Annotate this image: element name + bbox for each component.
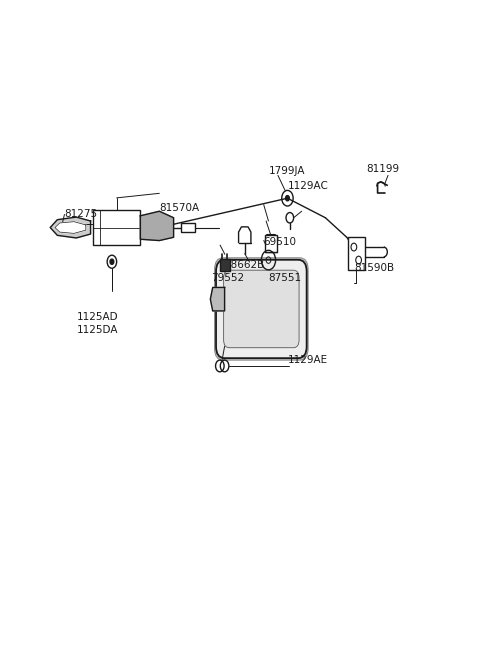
FancyBboxPatch shape xyxy=(93,210,140,246)
Polygon shape xyxy=(210,288,225,311)
FancyBboxPatch shape xyxy=(224,270,299,348)
Text: 1125AD: 1125AD xyxy=(77,312,119,322)
Text: 81590B: 81590B xyxy=(354,263,394,273)
Text: 81275: 81275 xyxy=(64,210,97,219)
Polygon shape xyxy=(140,212,174,240)
Circle shape xyxy=(110,259,114,264)
Polygon shape xyxy=(50,217,91,238)
FancyBboxPatch shape xyxy=(216,260,307,358)
FancyBboxPatch shape xyxy=(220,260,229,271)
Text: 1125DA: 1125DA xyxy=(77,325,119,336)
FancyBboxPatch shape xyxy=(180,223,195,232)
Text: 81199: 81199 xyxy=(366,164,399,174)
Text: 98662B: 98662B xyxy=(225,260,265,269)
Text: 1129AC: 1129AC xyxy=(288,181,328,191)
Text: 69510: 69510 xyxy=(264,237,297,247)
Text: 1799JA: 1799JA xyxy=(268,166,305,176)
Circle shape xyxy=(286,196,289,201)
FancyBboxPatch shape xyxy=(348,237,365,270)
Text: 81570A: 81570A xyxy=(159,203,200,213)
Text: 79552: 79552 xyxy=(212,273,245,283)
FancyBboxPatch shape xyxy=(215,258,308,360)
Text: 1129AE: 1129AE xyxy=(288,355,327,365)
Polygon shape xyxy=(55,221,86,233)
FancyBboxPatch shape xyxy=(265,235,276,252)
Text: 87551: 87551 xyxy=(268,273,301,283)
